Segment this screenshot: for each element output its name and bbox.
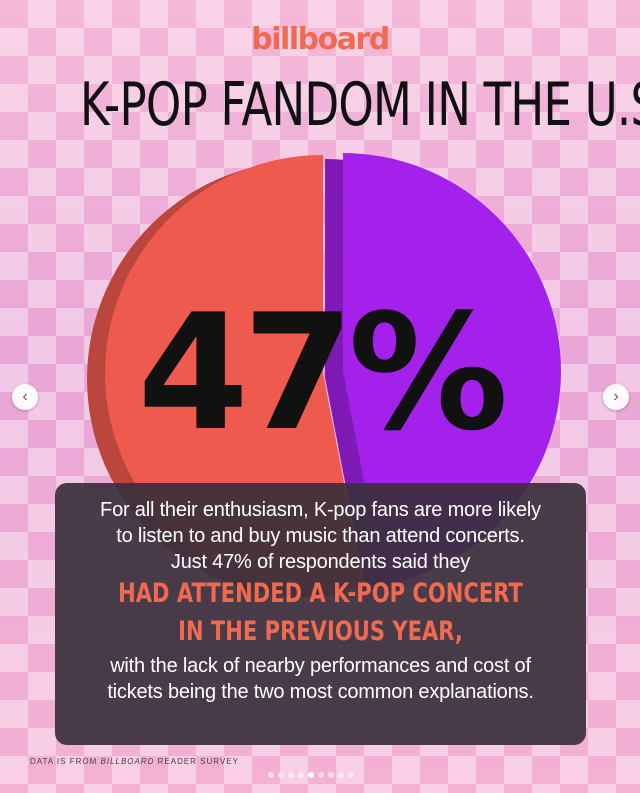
carousel-next-button[interactable]: › — [603, 384, 629, 410]
page-title: K-POP FANDOM IN THE U.S. — [80, 70, 640, 140]
carousel-dot[interactable] — [318, 772, 324, 778]
text-panel: For all their enthusiasm, K-pop fans are… — [55, 483, 586, 745]
carousel-dot[interactable] — [278, 772, 284, 778]
body-line-2: to listen to and buy music than attend c… — [116, 525, 525, 547]
source-prefix: DATA IS FROM — [30, 757, 101, 766]
carousel-dot[interactable] — [348, 772, 354, 778]
source-note: DATA IS FROM BILLBOARD READER SURVEY — [30, 757, 239, 766]
body-line-4: with the lack of nearby performances and… — [110, 655, 531, 677]
highlight-line-2: IN THE PREVIOUS YEAR, — [178, 616, 463, 647]
carousel-dot[interactable] — [298, 772, 304, 778]
pie-slice-1 — [105, 154, 364, 591]
body-line-5: tickets being the two most common explan… — [107, 681, 534, 703]
body-line-3: Just 47% of respondents said they — [170, 551, 471, 573]
highlight-line-1: HAD ATTENDED A K-POP CONCERT — [118, 578, 523, 609]
chevron-right-icon: › — [613, 388, 619, 405]
carousel-dot[interactable] — [328, 772, 334, 778]
carousel-dot[interactable] — [338, 772, 344, 778]
billboard-logo: billboard — [251, 22, 390, 57]
chevron-left-icon: ‹ — [22, 388, 28, 405]
pie-slice-0 — [342, 153, 561, 586]
carousel-dots — [268, 772, 354, 778]
big-percentage: 47% — [137, 279, 509, 466]
carousel-dot[interactable] — [268, 772, 274, 778]
carousel-prev-button[interactable]: ‹ — [12, 384, 38, 410]
source-suffix: READER SURVEY — [154, 757, 239, 766]
carousel-dot[interactable] — [288, 772, 294, 778]
carousel-dot[interactable] — [308, 772, 314, 778]
body-line-1: For all their enthusiasm, K-pop fans are… — [100, 499, 541, 521]
source-italic: BILLBOARD — [100, 757, 155, 766]
